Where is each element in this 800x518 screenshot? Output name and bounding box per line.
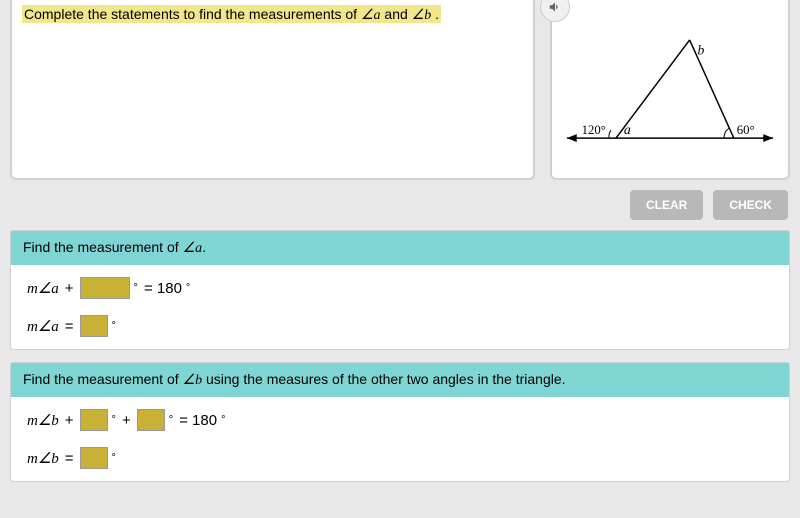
qa-line1-plus: + [65, 280, 74, 297]
qb-equation-2: m∠b = ° [27, 447, 773, 469]
qa-input-2[interactable] [80, 315, 108, 337]
qa-header-prefix: Find the measurement of [23, 239, 183, 255]
degree-mark: ° [112, 414, 116, 426]
qb-header-angle: ∠b [183, 373, 203, 388]
check-button[interactable]: CHECK [713, 190, 788, 220]
qb-input-2[interactable] [137, 409, 165, 431]
qb-line1-plus1: + [65, 412, 74, 429]
clear-button[interactable]: CLEAR [630, 190, 703, 220]
question-b-body: m∠b + ° + ° = 180 ° m∠b = ° [11, 397, 789, 481]
qb-line1-plus2: + [122, 412, 131, 429]
qb-line1-prefix: m∠b [27, 411, 59, 430]
degree-mark: ° [221, 414, 225, 426]
qa-equation-2: m∠a = ° [27, 315, 773, 337]
degree-mark: ° [112, 320, 116, 332]
question-b-header: Find the measurement of ∠b using the mea… [11, 363, 789, 397]
question-a-body: m∠a + ° = 180 ° m∠a = ° [11, 265, 789, 349]
buttons-row: CLEAR CHECK [0, 180, 800, 230]
angle-a-ref: ∠a [361, 8, 381, 23]
question-b-panel: Find the measurement of ∠b using the mea… [10, 362, 790, 482]
qa-line2-prefix: m∠a [27, 317, 59, 336]
qa-equation-1: m∠a + ° = 180 ° [27, 277, 773, 299]
angle-a-label: a [624, 122, 631, 137]
angle-60-label: 60° [737, 123, 755, 137]
degree-mark: ° [112, 452, 116, 464]
instruction-panel: Complete the statements to find the meas… [10, 0, 535, 180]
instruction-suffix: . [431, 6, 439, 22]
qb-line1-equals: = 180 [179, 412, 217, 429]
qb-input-1[interactable] [80, 409, 108, 431]
degree-mark: ° [186, 282, 190, 294]
qa-input-1[interactable] [80, 277, 130, 299]
diagram-panel: b 120° a 60° [550, 0, 790, 180]
qa-line2-equals: = [65, 318, 74, 335]
degree-mark: ° [134, 282, 138, 294]
qb-line2-equals: = [65, 450, 74, 467]
angle-120-label: 120° [582, 123, 606, 137]
qb-header-prefix: Find the measurement of [23, 371, 183, 387]
qa-line1-equals: = 180 [144, 280, 182, 297]
qb-equation-1: m∠b + ° + ° = 180 ° [27, 409, 773, 431]
angle-b-ref: ∠b [412, 8, 432, 23]
qb-input-3[interactable] [80, 447, 108, 469]
instruction-mid: and [381, 6, 412, 22]
question-a-header: Find the measurement of ∠a. [11, 231, 789, 265]
triangle-diagram: b 120° a 60° [562, 10, 778, 168]
degree-mark: ° [169, 414, 173, 426]
qa-header-angle: ∠a [183, 241, 203, 256]
question-a-panel: Find the measurement of ∠a. m∠a + ° = 18… [10, 230, 790, 350]
vertex-b-label: b [697, 43, 704, 58]
instruction-text: Complete the statements to find the meas… [22, 5, 441, 23]
qb-header-suffix: using the measures of the other two angl… [202, 371, 565, 387]
qb-line2-prefix: m∠b [27, 449, 59, 468]
qa-line1-prefix: m∠a [27, 279, 59, 298]
instruction-prefix: Complete the statements to find the meas… [24, 6, 361, 22]
qa-header-suffix: . [202, 239, 206, 255]
